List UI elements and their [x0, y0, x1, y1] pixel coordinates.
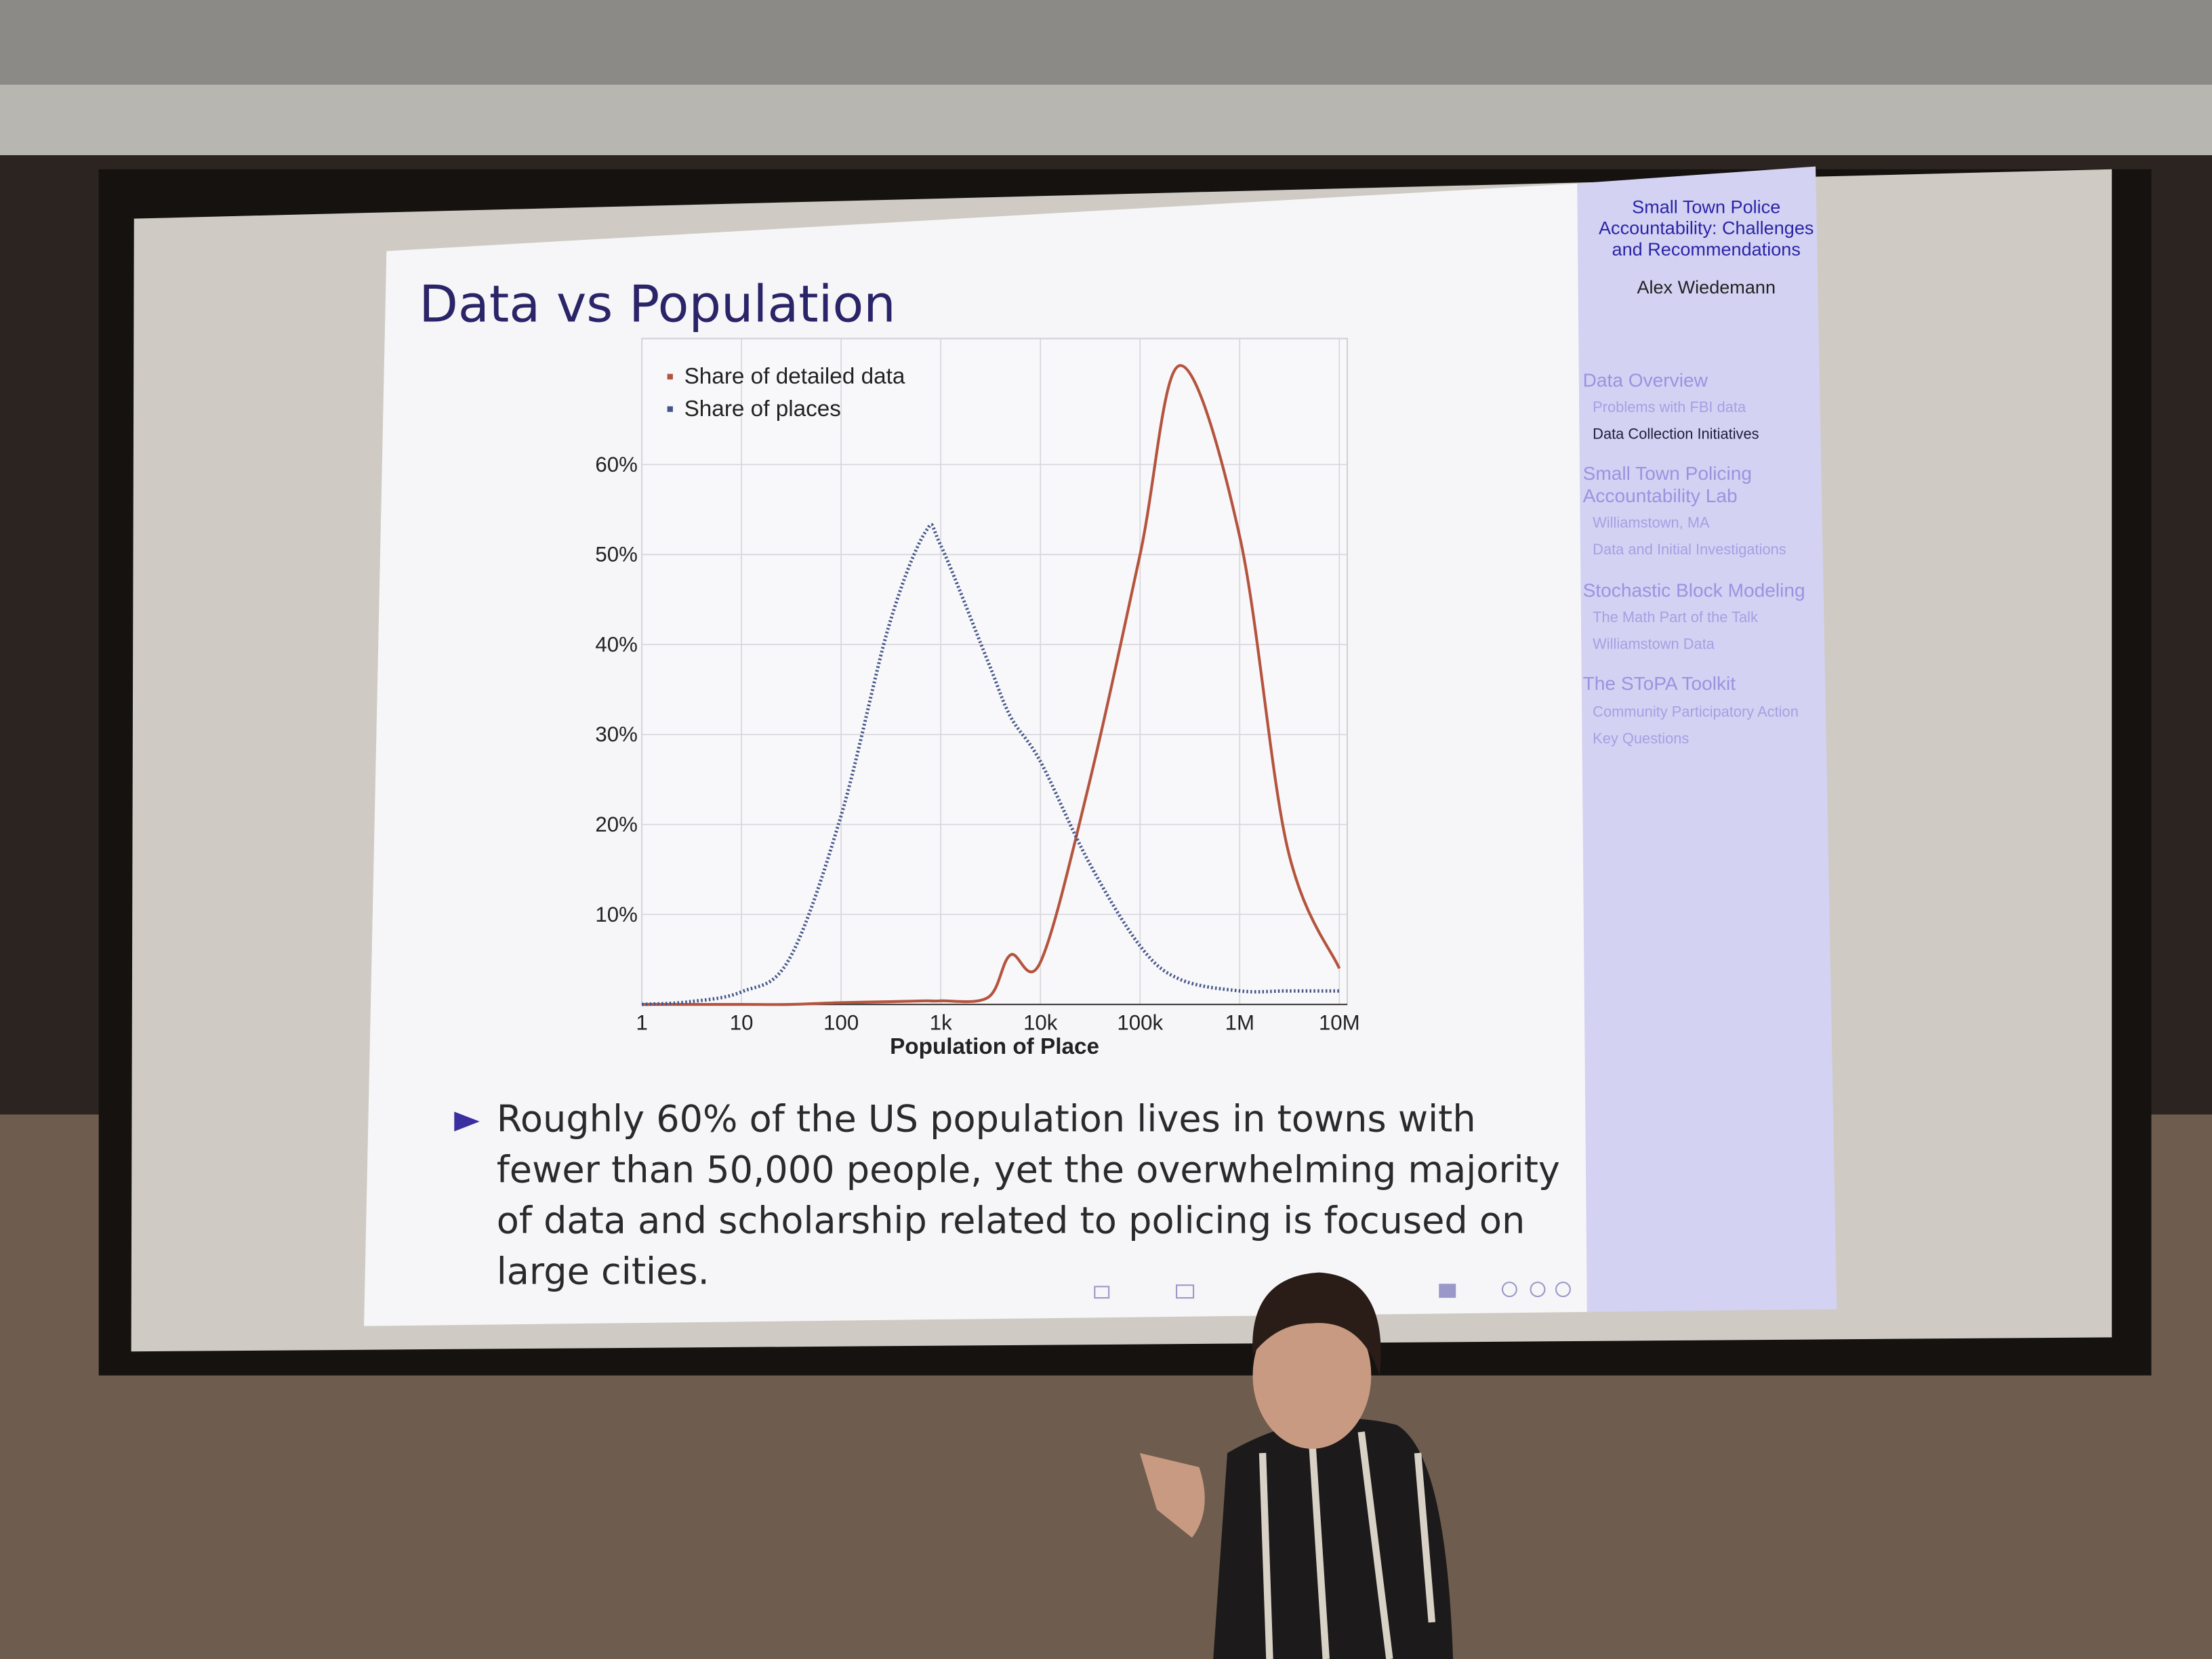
sidebar-section: Data Overview [1582, 369, 1708, 391]
y-tick-label: 10% [595, 903, 637, 926]
presenter [1139, 1272, 1454, 1659]
slide-title: Data vs Population [419, 274, 896, 334]
sidebar-author: Alex Wiedemann [1637, 276, 1776, 298]
sidebar-item: Williamstown, MA [1593, 515, 1710, 533]
sidebar-item: Data Collection Initiatives [1593, 426, 1759, 444]
sidebar-item: Community Participatory Action [1593, 703, 1799, 721]
x-tick-label: 10k [1023, 1011, 1058, 1035]
x-tick-label: 100k [1117, 1011, 1163, 1035]
presenter-face [1252, 1302, 1372, 1449]
series-line [642, 523, 1340, 1006]
bullet-text: Roughly 60% of the US population lives i… [497, 1097, 1560, 1292]
sidebar-section: Small Town Policing Accountability Lab [1582, 463, 1752, 507]
x-tick-label: 10 [730, 1011, 754, 1035]
x-tick-label: 1 [636, 1011, 647, 1035]
legend-swatch [667, 373, 673, 380]
legend-swatch [667, 406, 673, 412]
sidebar-item: The Math Part of the Talk [1593, 609, 1758, 627]
x-tick-label: 10M [1319, 1011, 1360, 1035]
presenter-shirt [1213, 1418, 1454, 1659]
bullet-line: large cities. [497, 1250, 710, 1292]
nav-icon [1530, 1282, 1546, 1298]
sidebar-title: Small Town Police Accountability: Challe… [1599, 197, 1814, 260]
nav-icon [1555, 1282, 1571, 1298]
nav-icons [1094, 1282, 1571, 1299]
sidebar-item: Problems with FBI data [1593, 399, 1746, 417]
nav-icon [1439, 1284, 1456, 1298]
nav-icon [1501, 1282, 1517, 1298]
legend-label: Share of places [684, 396, 841, 422]
shirt-stripes [1258, 1431, 1436, 1659]
sidebar-item: Data and Initial Investigations [1593, 542, 1786, 560]
legend-label: Share of detailed data [684, 364, 905, 389]
y-tick-label: 60% [595, 453, 637, 476]
bullet-line: of data and scholarship related to polic… [497, 1199, 1525, 1242]
sidebar-section: Stochastic Block Modeling [1582, 579, 1805, 600]
x-tick-label: 100 [823, 1011, 859, 1035]
x-axis-label: Population of Place [890, 1034, 1099, 1059]
slide-sidebar [1577, 166, 1837, 1312]
nav-icon [1176, 1284, 1195, 1299]
sidebar-section: The SToPA Toolkit [1582, 673, 1736, 695]
y-tick-label: 20% [595, 813, 637, 836]
sidebar-container: Small Town Police Accountability: Challe… [1583, 197, 1830, 747]
x-tick-label: 1M [1225, 1011, 1254, 1035]
bullet-line: Roughly 60% of the US population lives i… [497, 1097, 1476, 1140]
chart: 10% 20% 30% 40% 50% 60% 1 10 100 1k 10k 100k 1M 10M Po… [595, 337, 1360, 1059]
series-line [642, 364, 1341, 1006]
sidebar: Small Town Police Accountability: Challe… [1583, 197, 1830, 747]
y-tick-label: 50% [595, 543, 637, 567]
bullet-line: fewer than 50,000 people, yet the overwh… [497, 1148, 1560, 1191]
ceiling-vent [0, 84, 2212, 155]
sidebar-item: Key Questions [1593, 730, 1689, 747]
plot-area [641, 337, 1348, 1006]
bullet-marker [454, 1111, 480, 1132]
nav-icon [1094, 1286, 1110, 1299]
y-tick-label: 30% [595, 722, 637, 746]
x-tick-label: 1k [930, 1011, 952, 1035]
sidebar-item: Williamstown Data [1593, 636, 1715, 654]
y-tick-label: 40% [595, 632, 637, 656]
presenter-hand [1139, 1453, 1205, 1538]
presenter-hair [1252, 1272, 1381, 1376]
